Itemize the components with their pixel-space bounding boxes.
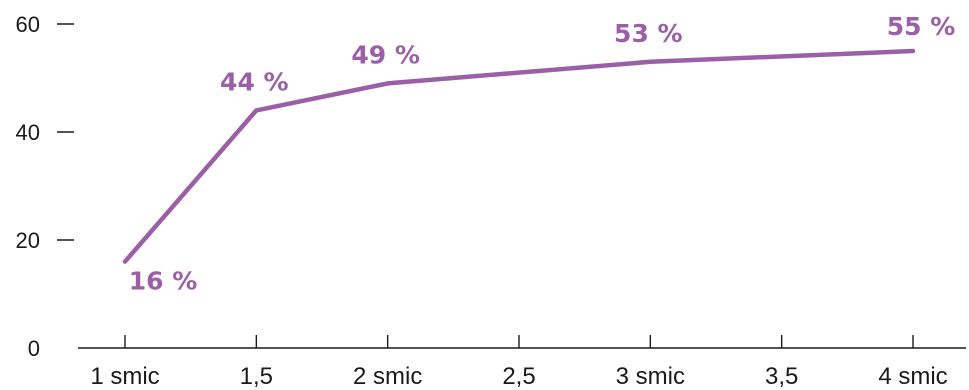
data-labels-layer: 16 % 44 % 49 % 53 % 55 % — [129, 12, 956, 296]
y-tick-label-0: 0 — [28, 336, 40, 361]
y-tick-label-3: 60 — [16, 12, 40, 37]
data-label-4: 55 % — [887, 12, 956, 41]
x-tick-label-4: 3 smic — [616, 363, 685, 390]
x-axis: 1 smic 1,5 2 smic 2,5 3 smic 3,5 4 smic — [78, 335, 966, 390]
data-label-1: 44 % — [220, 67, 289, 96]
x-tick-label-2: 2 smic — [353, 363, 422, 390]
data-label-0: 16 % — [129, 267, 198, 296]
x-tick-label-6: 4 smic — [878, 363, 947, 390]
series-line-0 — [122, 48, 916, 264]
data-label-3: 53 % — [614, 19, 683, 48]
y-axis: 0 20 40 60 — [16, 12, 74, 361]
y-tick-label-1: 20 — [16, 228, 40, 253]
y-tick-label-2: 40 — [16, 120, 40, 145]
series-layer — [122, 48, 916, 264]
x-tick-label-0: 1 smic — [90, 363, 159, 390]
x-tick-label-3: 2,5 — [502, 363, 535, 390]
x-tick-label-1: 1,5 — [240, 363, 273, 390]
x-tick-label-5: 3,5 — [765, 363, 798, 390]
data-label-2: 49 % — [351, 40, 420, 69]
